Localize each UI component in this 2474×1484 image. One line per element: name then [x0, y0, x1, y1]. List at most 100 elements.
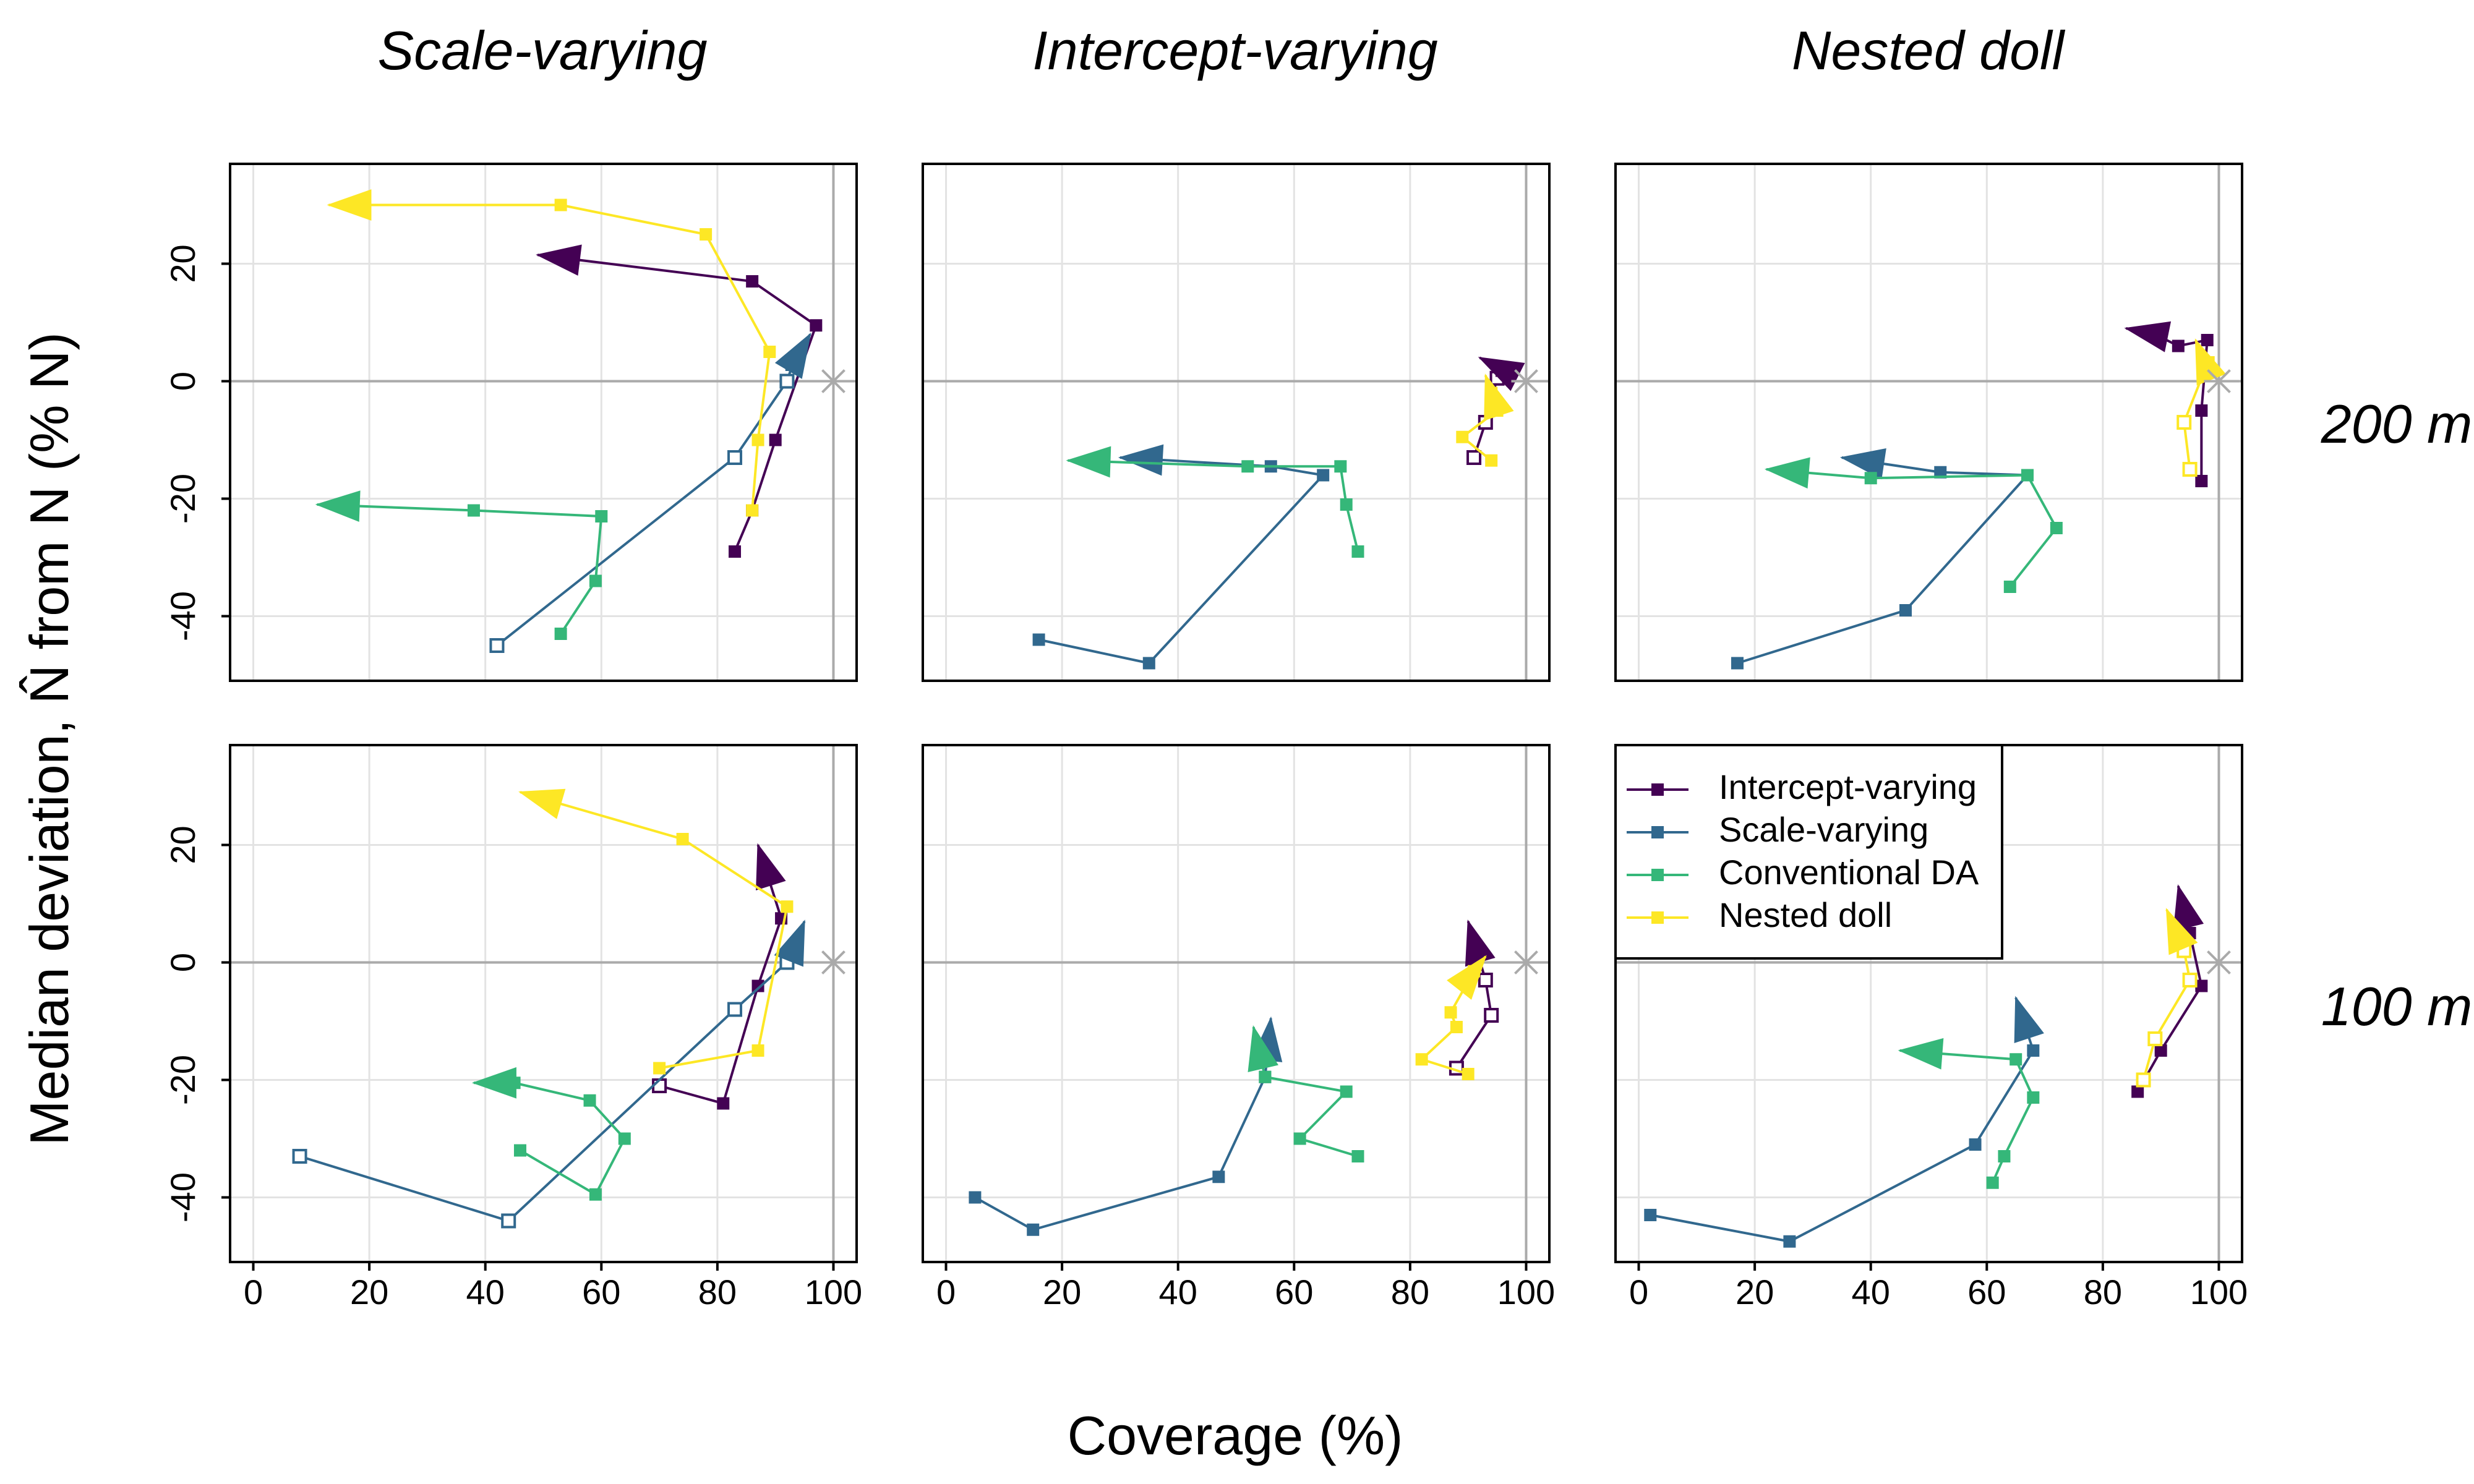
data-point	[1485, 454, 1498, 467]
legend-marker	[1651, 869, 1664, 881]
series-nested-doll	[2136, 908, 2198, 1088]
reference-asterisk	[2204, 950, 2234, 974]
data-point	[554, 628, 567, 640]
panel-border	[1614, 163, 2243, 682]
data-point	[1478, 973, 1493, 987]
data-point	[1415, 1053, 1428, 1066]
data-point	[751, 979, 764, 992]
series-intercept-varying	[536, 244, 823, 558]
arrowhead	[2014, 996, 2044, 1043]
data-point	[1456, 430, 1469, 443]
data-point	[2154, 1044, 2167, 1057]
arrowhead	[1839, 448, 1886, 480]
data-point	[2136, 1072, 2151, 1088]
data-point	[1466, 450, 1482, 465]
arrowhead	[1118, 444, 1164, 476]
data-point	[583, 1094, 596, 1107]
data-point	[2195, 979, 2208, 992]
x-tick-label: 40	[466, 1273, 505, 1311]
arrowhead	[315, 490, 361, 522]
reference-asterisk	[818, 950, 849, 974]
data-point	[618, 1132, 631, 1145]
data-point	[489, 638, 505, 653]
series-scale-varying	[1644, 996, 2044, 1248]
x-tick-label: 0	[936, 1273, 956, 1311]
series-scale-varying	[1032, 444, 1330, 670]
data-point	[729, 545, 742, 558]
legend-label: Nested doll	[1719, 895, 1892, 934]
legend-box	[1614, 744, 2003, 960]
data-point	[2010, 1053, 2022, 1066]
data-point	[501, 1213, 516, 1229]
arrowhead	[774, 919, 805, 967]
series-conventional-da	[1764, 457, 2063, 593]
data-point	[1484, 1008, 1499, 1023]
x-tick-label: 40	[1852, 1273, 1890, 1311]
data-point	[2147, 1031, 2163, 1046]
data-point	[1293, 1132, 1306, 1145]
data-point	[292, 1149, 307, 1164]
data-point	[2182, 462, 2198, 477]
series-intercept-varying	[2131, 884, 2208, 1098]
data-point	[1212, 1171, 1225, 1183]
x-tick-label: 40	[1159, 1273, 1197, 1311]
data-point	[1444, 1006, 1457, 1019]
reference-asterisk	[1511, 369, 1541, 393]
arrowhead	[756, 843, 786, 890]
series-conventional-da	[1248, 1025, 1364, 1162]
data-point	[727, 1002, 743, 1017]
legend-label: Scale-varying	[1719, 810, 1928, 849]
column-title-intercept-varying: Intercept-varying	[1032, 20, 1437, 81]
arrowhead	[1898, 1038, 1944, 1070]
reference-asterisk	[2204, 369, 2234, 393]
x-tick-label: 20	[1043, 1273, 1081, 1311]
arrowhead	[536, 244, 582, 276]
panel-border	[922, 744, 1551, 1263]
data-point	[2182, 973, 2198, 987]
x-tick-label: 20	[350, 1273, 388, 1311]
data-point	[2027, 1044, 2040, 1057]
legend-marker	[1651, 826, 1664, 838]
data-point	[1241, 460, 1254, 473]
series-nested-doll	[2177, 338, 2226, 477]
x-tick-label: 60	[1275, 1273, 1313, 1311]
data-point	[2131, 1085, 2144, 1098]
data-point	[969, 1191, 982, 1204]
data-point	[554, 198, 567, 211]
data-point	[781, 900, 794, 913]
panel-border	[229, 744, 858, 1263]
data-point	[1351, 1150, 1364, 1162]
data-point	[779, 373, 795, 389]
data-point	[810, 319, 823, 332]
data-point	[751, 1044, 764, 1057]
y-tick-label: -20	[163, 474, 202, 524]
data-point	[1783, 1235, 1796, 1248]
arrowhead	[471, 1067, 516, 1099]
data-point	[769, 433, 782, 446]
data-point	[2003, 581, 2016, 593]
data-point	[2195, 404, 2208, 417]
legend-item-intercept-varying: Intercept-varying	[1627, 767, 1977, 806]
arrowhead	[2194, 338, 2226, 386]
data-point	[751, 433, 764, 446]
data-point	[763, 346, 776, 358]
data-point	[1340, 498, 1353, 511]
row-title-100m: 100 m	[2321, 976, 2473, 1037]
data-point	[513, 1144, 526, 1157]
series-nested-doll	[518, 788, 794, 1075]
data-point	[1934, 466, 1947, 479]
panel-scale-varying-200-m: -40 -20 0 20	[163, 163, 858, 682]
legend-marker	[1651, 783, 1664, 796]
legend-item-nested-doll: Nested doll	[1627, 895, 1892, 934]
series-intercept-varying	[1449, 919, 1499, 1076]
panel-intercept-varying-200-m	[922, 163, 1551, 682]
data-point	[589, 1188, 602, 1201]
series-nested-doll	[1415, 955, 1487, 1080]
data-point	[1340, 1085, 1353, 1098]
x-tick-label: 0	[244, 1273, 263, 1311]
column-title-scale-varying: Scale-varying	[377, 20, 707, 81]
x-tick-label: 0	[1629, 1273, 1648, 1311]
arrowhead	[2165, 908, 2198, 955]
